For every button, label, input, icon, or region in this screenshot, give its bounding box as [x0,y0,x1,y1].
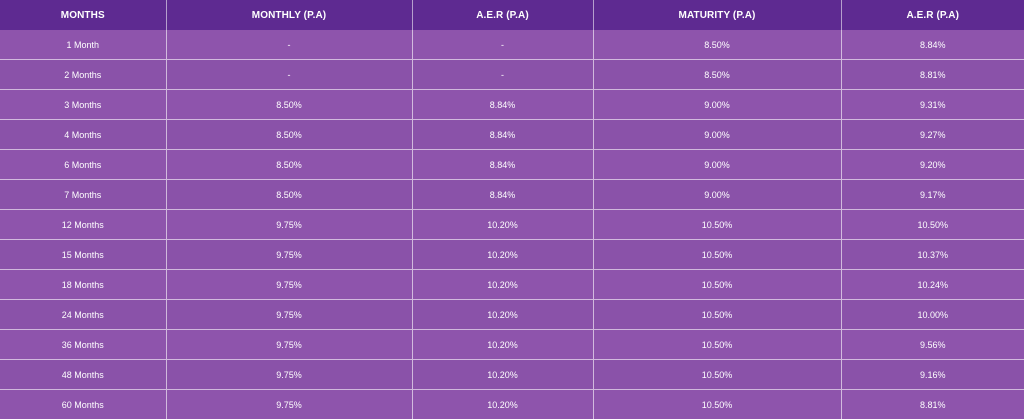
table-row: 1 Month - -8.50% 8.84% [0,30,1024,60]
cell-maturity-aer: 9.27% [840,119,1024,150]
cell-term: 60 Months [0,389,166,419]
cell-monthly-aer: 8.84% [411,179,593,210]
cell-term: 15 Months [0,239,166,270]
cell-maturity-rate: 9.00% [592,119,841,150]
cell-monthly-aer: 10.20% [411,329,593,360]
cell-monthly-aer: 10.20% [411,299,593,330]
cell-monthly-aer: 10.20% [411,239,593,270]
cell-maturity-aer: 8.84% [840,30,1024,60]
cell-term: 4 Months [0,119,166,150]
header-row: MONTHS MONTHLY (P.A) A.E.R (P.A) MATURIT… [0,0,1024,30]
cell-monthly-rate: 9.75% [165,389,412,419]
cell-monthly-aer: 10.20% [411,269,593,300]
header-months: MONTHS [0,0,166,30]
cell-monthly-aer: 8.84% [411,119,593,150]
table-row: 48 Months 9.75% 10.20% 10.50% 9.16% [0,359,1024,390]
cell-maturity-aer: 10.00% [840,299,1024,330]
table-row: 3 Months 8.50% 8.84% 9.00% 9.31% [0,89,1024,120]
cell-maturity-aer: 9.20% [840,149,1024,180]
cell-monthly-rate: - [165,59,412,90]
cell-monthly-aer: - [411,30,593,60]
table-header: MONTHS MONTHLY (P.A) A.E.R (P.A) MATURIT… [0,0,1024,30]
table-row: 12 Months 9.75% 10.20% 10.50% 10.50% [0,209,1024,240]
header-monthly-pa: MONTHLY (P.A) [165,0,412,30]
cell-monthly-aer: 10.20% [411,359,593,390]
table-row: 4 Months 8.50% 8.84% 9.00% 9.27% [0,119,1024,150]
cell-monthly-rate: 8.50% [165,89,412,120]
table-row: 15 Months 9.75% 10.20% 10.50% 10.37% [0,239,1024,270]
cell-maturity-aer: 10.37% [840,239,1024,270]
cell-maturity-aer: 9.56% [840,329,1024,360]
cell-maturity-rate: 9.00% [592,89,841,120]
cell-monthly-aer: 10.20% [411,389,593,419]
cell-maturity-aer: 8.81% [840,389,1024,419]
cell-term: 24 Months [0,299,166,330]
cell-monthly-aer: 8.84% [411,149,593,180]
table-row: 18 Months 9.75% 10.20% 10.50% 10.24% [0,269,1024,300]
cell-maturity-rate: 10.50% [592,329,841,360]
cell-monthly-rate: 9.75% [165,209,412,240]
cell-maturity-rate: 10.50% [592,299,841,330]
cell-maturity-aer: 10.24% [840,269,1024,300]
cell-monthly-rate: 9.75% [165,359,412,390]
cell-monthly-rate: 9.75% [165,329,412,360]
cell-term: 18 Months [0,269,166,300]
cell-monthly-rate: 9.75% [165,269,412,300]
cell-term: 7 Months [0,179,166,210]
cell-maturity-aer: 8.81% [840,59,1024,90]
header-aer-maturity: A.E.R (P.A) [840,0,1024,30]
cell-monthly-rate: 8.50% [165,119,412,150]
cell-maturity-rate: 8.50% [592,30,841,60]
table-row: 24 Months 9.75% 10.20% 10.50% 10.00% [0,299,1024,330]
cell-monthly-rate: 8.50% [165,179,412,210]
cell-maturity-rate: 9.00% [592,179,841,210]
cell-monthly-rate: - [165,30,412,60]
cell-term: 6 Months [0,149,166,180]
cell-maturity-rate: 10.50% [592,359,841,390]
cell-maturity-aer: 9.17% [840,179,1024,210]
cell-monthly-rate: 9.75% [165,299,412,330]
cell-monthly-aer: - [411,59,593,90]
cell-monthly-rate: 9.75% [165,239,412,270]
cell-maturity-rate: 10.50% [592,269,841,300]
cell-monthly-rate: 8.50% [165,149,412,180]
cell-maturity-aer: 9.16% [840,359,1024,390]
table-row: 2 Months - -8.50% 8.81% [0,59,1024,90]
cell-maturity-rate: 9.00% [592,149,841,180]
cell-maturity-rate: 10.50% [592,239,841,270]
table-row: 6 Months 8.50% 8.84% 9.00% 9.20% [0,149,1024,180]
cell-maturity-aer: 10.50% [840,209,1024,240]
cell-term: 12 Months [0,209,166,240]
cell-term: 48 Months [0,359,166,390]
table-body: 1 Month - -8.50% 8.84% 2 Months - -8.50% 8.81% 3… [0,30,1024,419]
cell-monthly-aer: 10.20% [411,209,593,240]
table-row: 36 Months 9.75% 10.20% 10.50% 9.56% [0,329,1024,360]
table-row: 60 Months 9.75% 10.20% 10.50% 8.81% [0,389,1024,419]
cell-maturity-rate: 10.50% [592,389,841,419]
cell-maturity-rate: 10.50% [592,209,841,240]
header-aer-monthly: A.E.R (P.A) [411,0,593,30]
cell-term: 36 Months [0,329,166,360]
header-maturity-pa: MATURITY (P.A) [592,0,841,30]
cell-term: 3 Months [0,89,166,120]
cell-maturity-aer: 9.31% [840,89,1024,120]
cell-monthly-aer: 8.84% [411,89,593,120]
table-row: 7 Months 8.50% 8.84% 9.00% 9.17% [0,179,1024,210]
cell-term: 2 Months [0,59,166,90]
cell-term: 1 Month [0,30,166,60]
cell-maturity-rate: 8.50% [592,59,841,90]
